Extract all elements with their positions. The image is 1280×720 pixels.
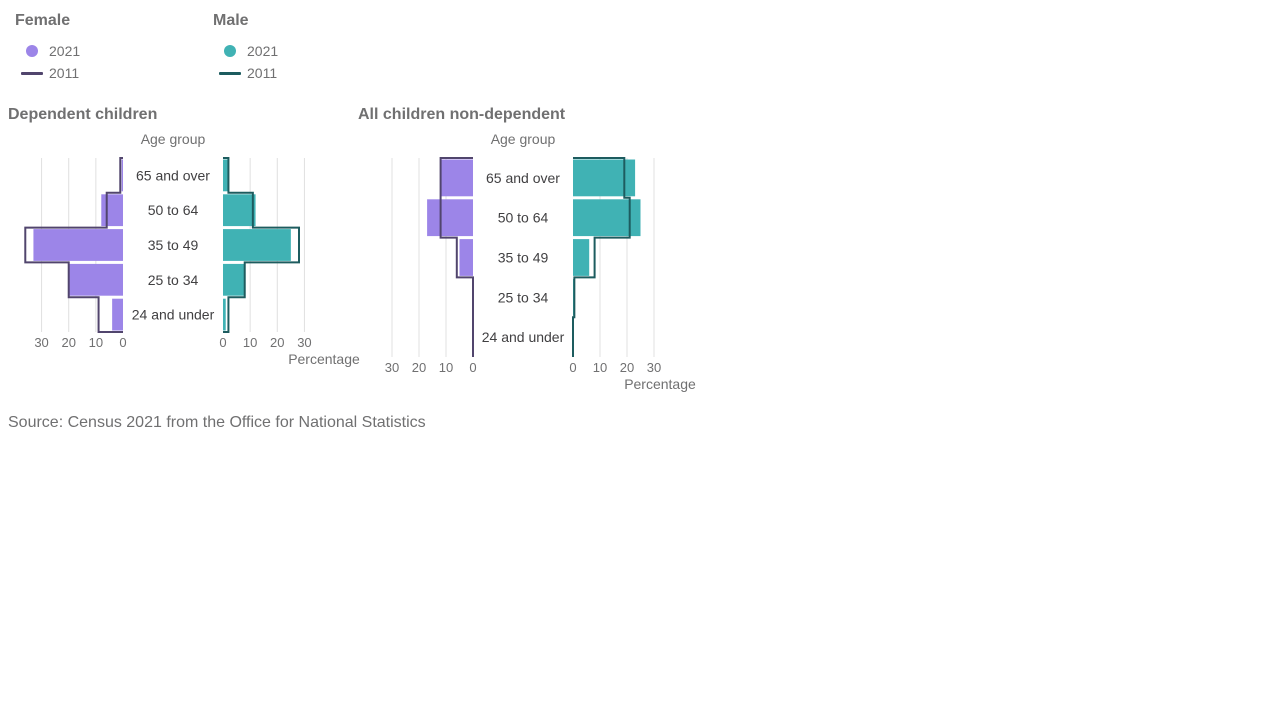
source-note: Source: Census 2021 from the Office for … (8, 414, 426, 431)
line-male-2011[interactable] (223, 157, 300, 333)
bar-male-2021[interactable] (223, 298, 226, 331)
category-label: 25 to 34 (148, 272, 199, 288)
x-tick-label-male: 0 (569, 360, 576, 375)
x-tick-label-female: 20 (61, 335, 75, 350)
legend-label: 2021 (247, 43, 279, 59)
bar-female-2021[interactable] (101, 194, 123, 227)
legend-swatch-line (213, 71, 247, 75)
category-label: 25 to 34 (498, 289, 549, 305)
x-tick-label-male: 0 (219, 335, 226, 350)
bar-male-2021[interactable] (223, 159, 229, 192)
bar-female-2021[interactable] (33, 229, 123, 261)
tick-labels: 30 20 10 0 0 10 20 30 (385, 360, 661, 375)
x-axis-label: Percentage (288, 351, 360, 367)
legend-label: 2011 (247, 65, 278, 81)
x-tick-label-male: 20 (620, 360, 634, 375)
legend-item-male-2021[interactable]: 2021 (213, 40, 278, 62)
bars: 65 and over 50 to 64 35 to 49 25 to 34 24 an… (427, 159, 641, 345)
category-label: 65 and over (486, 170, 560, 186)
legend-item-male-2011[interactable]: 2011 (213, 62, 278, 84)
female-2021-dot-icon (26, 45, 38, 57)
x-tick-label-male: 20 (270, 335, 284, 350)
x-tick-label-female: 0 (119, 335, 126, 350)
x-tick-label-female: 10 (89, 335, 103, 350)
bar-female-2021[interactable] (459, 239, 474, 276)
bar-male-2021[interactable] (223, 263, 245, 296)
bar-male-2021[interactable] (223, 229, 291, 261)
male-2011-line-icon (219, 71, 241, 75)
line-female-2011[interactable] (439, 157, 474, 357)
category-label: 65 and over (136, 167, 210, 183)
line-female-2011[interactable] (24, 157, 123, 333)
legend-label: 2011 (49, 65, 80, 81)
bar-male-2021[interactable] (223, 194, 256, 227)
chart-title: All children non-dependent (358, 106, 566, 123)
x-tick-label-female: 10 (439, 360, 453, 375)
bar-female-2021[interactable] (440, 159, 473, 197)
legend-swatch-line (15, 71, 49, 75)
legend-male: Male 2021 2011 (213, 12, 278, 84)
legend-female: Female 2021 2011 (15, 12, 80, 84)
bar-female-2021[interactable] (112, 298, 123, 331)
category-label: 35 to 49 (498, 250, 549, 266)
category-label: 50 to 64 (498, 210, 549, 226)
female-2011-line-icon (21, 71, 43, 75)
line-male-2011[interactable] (572, 157, 631, 357)
legend-male-title: Male (213, 12, 249, 29)
x-axis-label: Percentage (624, 376, 696, 392)
legend-item-female-2011[interactable]: 2011 (15, 62, 80, 84)
category-label: 24 and under (132, 307, 215, 323)
bar-male-2021[interactable] (573, 239, 590, 276)
male-2021-dot-icon (224, 45, 236, 57)
chart-title: Dependent children (8, 106, 158, 123)
x-tick-label-male: 30 (647, 360, 661, 375)
legend-swatch-dot (213, 45, 247, 57)
x-tick-label-female: 30 (385, 360, 399, 375)
x-tick-label-male: 10 (243, 335, 257, 350)
x-tick-label-female: 30 (34, 335, 48, 350)
x-tick-label-male: 30 (297, 335, 311, 350)
legend-female-title: Female (15, 12, 71, 29)
bars: 65 and over 50 to 64 35 to 49 25 to 34 24 an… (33, 159, 291, 331)
legend-label: 2021 (49, 43, 81, 59)
bar-female-2021[interactable] (121, 159, 123, 192)
bar-male-2021[interactable] (573, 159, 636, 197)
bar-female-2021[interactable] (68, 263, 123, 296)
y-axis-label: Age group (141, 131, 206, 147)
x-tick-label-male: 10 (593, 360, 607, 375)
bar-female-2021[interactable] (427, 199, 473, 237)
legend-swatch-dot (15, 45, 49, 57)
chart-dependent-children: 30 20 10 0 0 10 20 30 Age group Percentage 65 and … (24, 131, 360, 367)
category-label: 24 and under (482, 329, 565, 345)
category-label: 35 to 49 (148, 237, 199, 253)
y-axis-label: Age group (491, 131, 556, 147)
x-tick-label-female: 0 (469, 360, 476, 375)
category-label: 50 to 64 (148, 202, 199, 218)
x-tick-label-female: 20 (412, 360, 426, 375)
tick-labels: 30 20 10 0 0 10 20 30 (34, 335, 311, 350)
chart-all-children-non-dependent: 30 20 10 0 0 10 20 30 Age group Percentage 65 and … (385, 131, 696, 392)
legend-item-female-2021[interactable]: 2021 (15, 40, 80, 62)
